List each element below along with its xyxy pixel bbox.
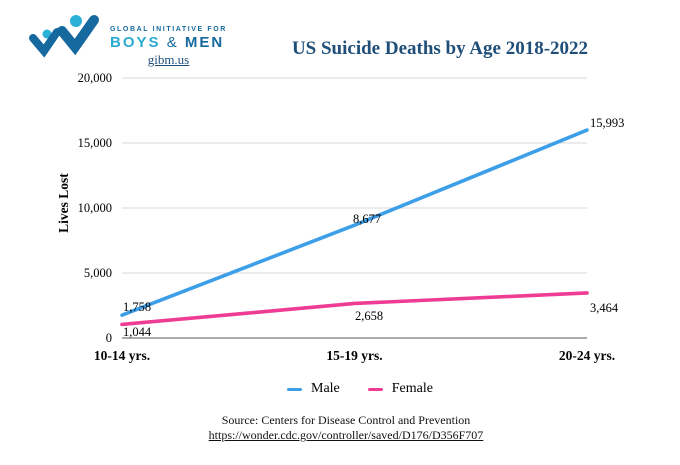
male-line (120, 128, 589, 317)
legend-item-male: Male (287, 381, 340, 397)
y-tick-label: 0 (105, 331, 112, 345)
source-text: Source: Centers for Disease Control and … (221, 413, 471, 427)
y-tick-label: 10,000 (77, 201, 112, 215)
org-name-men: MEN (184, 34, 225, 51)
legend-label-female: Female (391, 381, 433, 396)
x-axis-label: 20-24 yrs. (558, 348, 616, 363)
y-tick-label: 20,000 (77, 71, 112, 85)
y-tick-label: 5,000 (83, 266, 112, 280)
y-tick-label: 15,000 (77, 136, 112, 150)
data-label-male-3: 15,993 (590, 116, 625, 130)
source-link[interactable]: https://wonder.cdc.gov/controller/saved/… (208, 428, 484, 442)
data-label-female-1: 1,044 (123, 325, 152, 339)
data-label-female-2: 2,658 (355, 309, 384, 323)
chart-title: US Suicide Deaths by Age 2018-2022 (291, 38, 589, 59)
org-name-boys: BOYS (110, 34, 161, 51)
x-axis-label: 15-19 yrs. (326, 348, 383, 363)
female-line-swatch-icon (367, 387, 383, 391)
gridlines (122, 77, 587, 339)
logo: GLOBAL INITIATIVE FOR BOYS & MEN gibm.us (20, 13, 227, 68)
female-line (120, 291, 589, 327)
org-name-line2: BOYS & MEN (110, 34, 227, 51)
male-line-swatch-icon (287, 387, 302, 391)
logo-text: GLOBAL INITIATIVE FOR BOYS & MEN gibm.us (110, 26, 227, 68)
data-label-male-2: 8,677 (353, 212, 382, 226)
data-label-female-3: 3,464 (590, 301, 619, 315)
x-axis-label: 10-14 yrs. (93, 348, 151, 363)
legend-label-male: Male (311, 381, 340, 396)
org-name-ampersand: & (166, 34, 179, 51)
legend: Male Female (60, 381, 660, 397)
footer: Source: Centers for Disease Control and … (46, 413, 646, 443)
org-name-line1: GLOBAL INITIATIVE FOR (110, 26, 227, 33)
legend-item-female: Female (367, 381, 433, 397)
boys-and-men-logo-icon (29, 15, 99, 58)
org-url-link[interactable]: gibm.us (147, 52, 190, 67)
data-label-male-1: 1,758 (123, 300, 152, 314)
